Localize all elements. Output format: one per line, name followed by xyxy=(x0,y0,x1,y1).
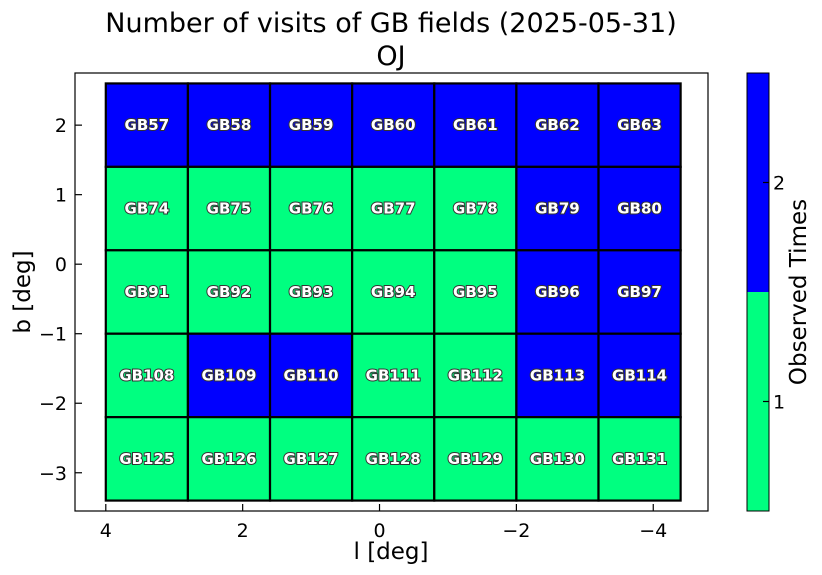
colorbar-tick-label: 2 xyxy=(773,173,785,195)
field-label: GB76 xyxy=(289,200,334,218)
field-cell xyxy=(186,82,272,168)
colorbar-tick-label: 1 xyxy=(773,392,785,414)
field-label: GB97 xyxy=(617,283,662,301)
x-tick-label: −4 xyxy=(639,520,667,542)
y-axis: 2 1 0 −1 −2 −3 xyxy=(39,115,82,485)
y-tick-label: −1 xyxy=(39,324,67,346)
field-label: GB60 xyxy=(371,116,416,134)
field-cell xyxy=(597,249,682,335)
x-axis-label: l [deg] xyxy=(354,539,429,565)
field-label: GB77 xyxy=(371,200,416,218)
field-cell xyxy=(104,332,190,419)
x-tick-label: 2 xyxy=(237,520,249,542)
field-label: GB92 xyxy=(207,283,252,301)
field-label: GB131 xyxy=(612,450,667,468)
chart-title: Number of visits of GB fields (2025-05-3… xyxy=(105,8,676,39)
field-cell xyxy=(351,249,436,335)
field-label: GB129 xyxy=(448,450,503,468)
colorbar-segment xyxy=(747,73,769,292)
x-tick-label: 0 xyxy=(373,520,385,542)
field-label: GB114 xyxy=(612,366,667,384)
field-cell xyxy=(268,249,354,335)
y-tick-label: −3 xyxy=(39,463,67,485)
field-label: GB109 xyxy=(201,366,256,384)
y-axis-label: b [deg] xyxy=(10,250,36,333)
field-label: GB61 xyxy=(453,116,498,134)
field-label: GB57 xyxy=(125,116,170,134)
field-cell xyxy=(186,249,272,335)
field-label: GB79 xyxy=(535,200,580,218)
field-label: GB125 xyxy=(119,450,174,468)
field-cell xyxy=(104,82,190,168)
x-axis: 4 2 0 −2 −4 xyxy=(100,504,667,542)
y-tick-label: 1 xyxy=(55,185,67,207)
chart-subtitle: OJ xyxy=(376,41,405,72)
field-cell xyxy=(433,249,518,335)
field-label: GB126 xyxy=(201,450,256,468)
field-label: GB108 xyxy=(119,366,174,384)
plot-frame xyxy=(74,72,709,512)
field-cell xyxy=(597,165,682,252)
field-label: GB110 xyxy=(284,366,339,384)
field-cell xyxy=(515,416,600,502)
field-label: GB62 xyxy=(535,116,580,134)
field-cell xyxy=(268,416,354,502)
colorbar-label: Observed Times xyxy=(786,199,812,385)
field-cell xyxy=(515,332,600,419)
colorbar: 12 xyxy=(746,72,785,512)
y-tick-label: 0 xyxy=(55,254,67,276)
field-label: GB113 xyxy=(530,366,585,384)
field-label: GB59 xyxy=(289,116,334,134)
field-label: GB80 xyxy=(617,200,662,218)
colorbar-frame xyxy=(746,72,770,512)
field-label: GB58 xyxy=(207,116,252,134)
field-label: GB111 xyxy=(366,366,421,384)
field-label: GB127 xyxy=(284,450,339,468)
y-tick-label: 2 xyxy=(55,115,67,137)
field-cell xyxy=(104,165,190,252)
field-label: GB75 xyxy=(207,200,252,218)
field-label: GB112 xyxy=(448,366,503,384)
field-label: GB130 xyxy=(530,450,585,468)
field-cell xyxy=(515,249,600,335)
field-label: GB96 xyxy=(535,283,580,301)
field-label: GB63 xyxy=(617,116,662,134)
field-cell xyxy=(597,332,682,419)
field-label: GB74 xyxy=(125,200,170,218)
x-tick-label: 4 xyxy=(100,520,112,542)
heatmap-cells: GB57 GB58 GB59 GB60 GB61 GB62 GB63 GB74 GB75 GB76… xyxy=(104,82,682,502)
field-cell xyxy=(597,416,682,502)
field-cell xyxy=(433,165,518,252)
field-cell xyxy=(268,165,354,252)
y-tick-label: −2 xyxy=(39,393,67,415)
x-tick-label: −2 xyxy=(502,520,530,542)
field-label: GB91 xyxy=(125,283,170,301)
colorbar-segment xyxy=(747,292,769,511)
field-cell xyxy=(104,416,190,502)
field-label: GB94 xyxy=(371,283,416,301)
field-label: GB93 xyxy=(289,283,334,301)
field-label: GB95 xyxy=(453,283,498,301)
field-label: GB128 xyxy=(366,450,421,468)
field-cell xyxy=(515,82,600,168)
field-cell xyxy=(186,332,272,419)
field-label: GB78 xyxy=(453,200,498,218)
